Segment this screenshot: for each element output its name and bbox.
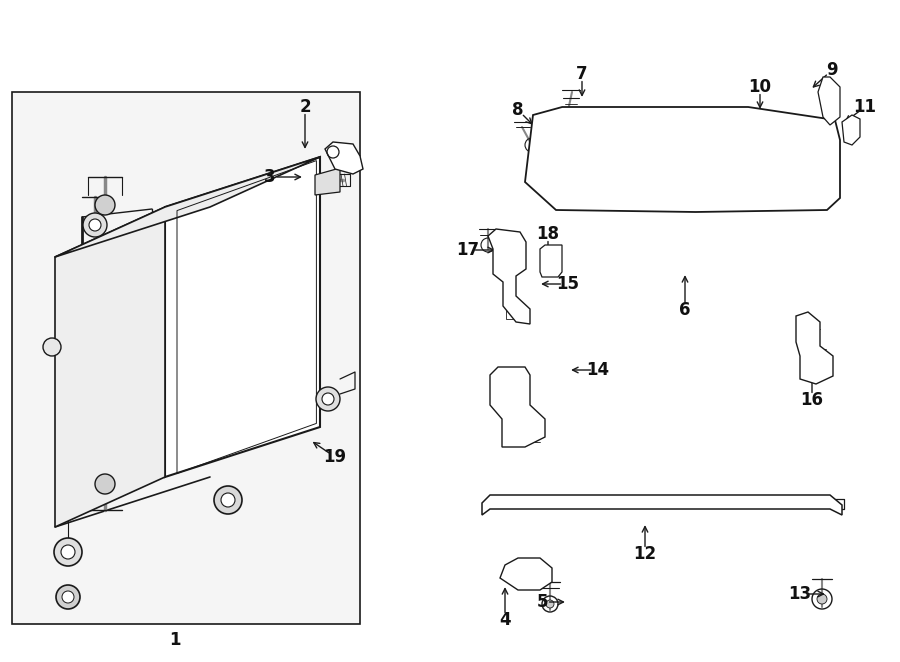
Bar: [505, 435, 527, 445]
Text: 2: 2: [299, 98, 310, 116]
Circle shape: [817, 594, 827, 604]
Polygon shape: [490, 367, 545, 447]
Bar: [593, 154, 631, 182]
Text: 3: 3: [265, 168, 275, 186]
Polygon shape: [55, 207, 165, 527]
Text: 11: 11: [853, 98, 877, 116]
Circle shape: [62, 591, 74, 603]
Text: 16: 16: [800, 391, 824, 409]
Circle shape: [95, 474, 115, 494]
Circle shape: [214, 486, 242, 514]
Polygon shape: [325, 142, 363, 174]
Polygon shape: [482, 495, 842, 515]
Text: 9: 9: [826, 61, 838, 79]
Circle shape: [316, 387, 340, 411]
Polygon shape: [55, 157, 320, 257]
Text: 1: 1: [169, 631, 181, 649]
Circle shape: [221, 493, 235, 507]
Text: 19: 19: [323, 448, 346, 466]
Polygon shape: [315, 168, 340, 195]
Text: 4: 4: [500, 611, 511, 629]
Circle shape: [89, 219, 101, 231]
Text: 5: 5: [536, 593, 548, 611]
Circle shape: [524, 570, 532, 578]
Polygon shape: [540, 245, 562, 277]
Text: 6: 6: [680, 301, 691, 319]
Polygon shape: [500, 558, 552, 590]
Bar: [645, 153, 690, 188]
Circle shape: [83, 213, 107, 237]
Polygon shape: [525, 107, 840, 212]
Polygon shape: [488, 229, 530, 324]
Polygon shape: [796, 312, 833, 384]
Polygon shape: [818, 77, 840, 125]
Circle shape: [54, 538, 82, 566]
Text: 12: 12: [634, 545, 657, 563]
Polygon shape: [842, 115, 860, 145]
Polygon shape: [165, 157, 320, 477]
Text: 15: 15: [556, 275, 580, 293]
Circle shape: [61, 545, 75, 559]
Circle shape: [322, 393, 334, 405]
Text: 13: 13: [788, 585, 812, 603]
Bar: [705, 158, 735, 188]
Circle shape: [546, 600, 554, 608]
Bar: [506, 307, 524, 319]
Circle shape: [43, 338, 61, 356]
Text: 17: 17: [456, 241, 480, 259]
Circle shape: [95, 195, 115, 215]
Text: 10: 10: [749, 78, 771, 96]
Polygon shape: [502, 419, 512, 429]
Text: 8: 8: [512, 101, 524, 119]
Circle shape: [56, 585, 80, 609]
Text: 7: 7: [576, 65, 588, 83]
Text: 14: 14: [587, 361, 609, 379]
Text: 18: 18: [536, 225, 560, 243]
Polygon shape: [12, 92, 360, 624]
